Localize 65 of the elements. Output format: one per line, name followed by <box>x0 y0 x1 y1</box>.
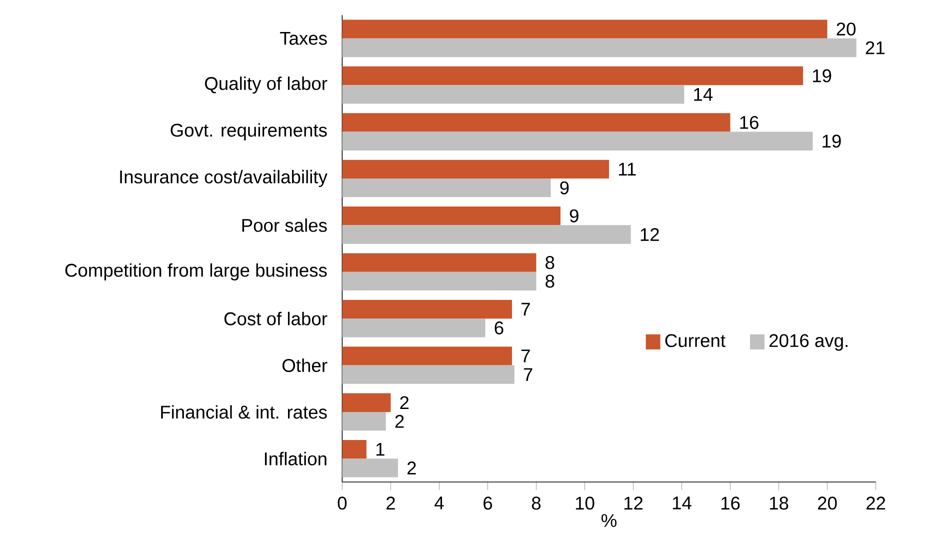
y-tick-label: Quality of labor <box>205 76 328 94</box>
bar <box>342 346 512 366</box>
x-tick-label: 10 <box>576 496 594 510</box>
bar <box>342 38 856 58</box>
bar <box>342 253 536 272</box>
x-tick-label: 22 <box>866 496 886 510</box>
data-label: 1 <box>376 443 384 456</box>
bar <box>342 113 730 132</box>
bar <box>342 458 398 478</box>
bar <box>342 300 512 319</box>
bar <box>342 85 684 104</box>
x-tick-label: 6 <box>484 496 492 510</box>
data-label: 14 <box>694 88 713 101</box>
data-label: 6 <box>494 321 504 334</box>
bar <box>342 440 366 459</box>
data-label: 2 <box>400 396 409 410</box>
data-label: 2 <box>407 462 416 474</box>
bar <box>342 20 828 38</box>
y-tick-label: Poor sales <box>242 218 327 232</box>
x-tick-label: 0 <box>338 496 347 510</box>
data-label: 7 <box>521 350 530 362</box>
bar <box>342 132 813 151</box>
y-tick-label: Taxes <box>280 32 327 45</box>
data-label: 21 <box>866 41 884 54</box>
bar <box>342 412 386 431</box>
data-label: 8 <box>546 256 554 270</box>
legend-label: Current <box>665 334 726 348</box>
y-tick-label: Cost of labor <box>224 312 328 326</box>
data-label: 7 <box>524 368 532 381</box>
x-tick-label: 20 <box>818 496 837 510</box>
y-tick-label: Insurance cost/availability <box>120 170 328 188</box>
y-tick-label: Financial & int. rates <box>161 405 327 419</box>
x-tick-label: 8 <box>532 496 541 510</box>
data-label: 20 <box>836 22 856 36</box>
data-label: 8 <box>546 274 554 288</box>
x-tick-label: 2 <box>386 496 395 510</box>
bar <box>342 66 804 86</box>
bar <box>342 272 536 291</box>
legend-label: 2016 avg. <box>770 334 848 351</box>
bar <box>342 393 391 412</box>
data-label: 7 <box>521 302 530 316</box>
bar <box>342 318 486 338</box>
y-tick-label: Govt. requirements <box>170 123 327 140</box>
data-label: 19 <box>822 134 841 148</box>
data-label: 9 <box>570 209 578 222</box>
data-label: 12 <box>640 228 659 241</box>
y-tick-label: Competition from large business <box>65 263 327 280</box>
x-axis-title: % <box>601 514 617 527</box>
data-label: 19 <box>813 69 832 82</box>
bar <box>342 160 609 179</box>
x-tick-label: 14 <box>672 496 692 510</box>
x-tick-label: 16 <box>721 496 740 510</box>
bar <box>342 178 551 198</box>
data-label: 2 <box>395 414 404 428</box>
x-tick-label: 12 <box>624 496 643 510</box>
y-tick-label: Inflation <box>264 452 326 466</box>
bar <box>342 206 560 226</box>
bar <box>342 225 631 244</box>
data-label: 11 <box>618 162 636 176</box>
x-tick-label: 4 <box>434 496 444 510</box>
y-tick-label: Other <box>282 358 328 372</box>
data-label: 9 <box>560 181 569 194</box>
data-label: 16 <box>740 116 758 129</box>
x-tick-label: 18 <box>770 496 788 510</box>
bar <box>342 365 514 384</box>
